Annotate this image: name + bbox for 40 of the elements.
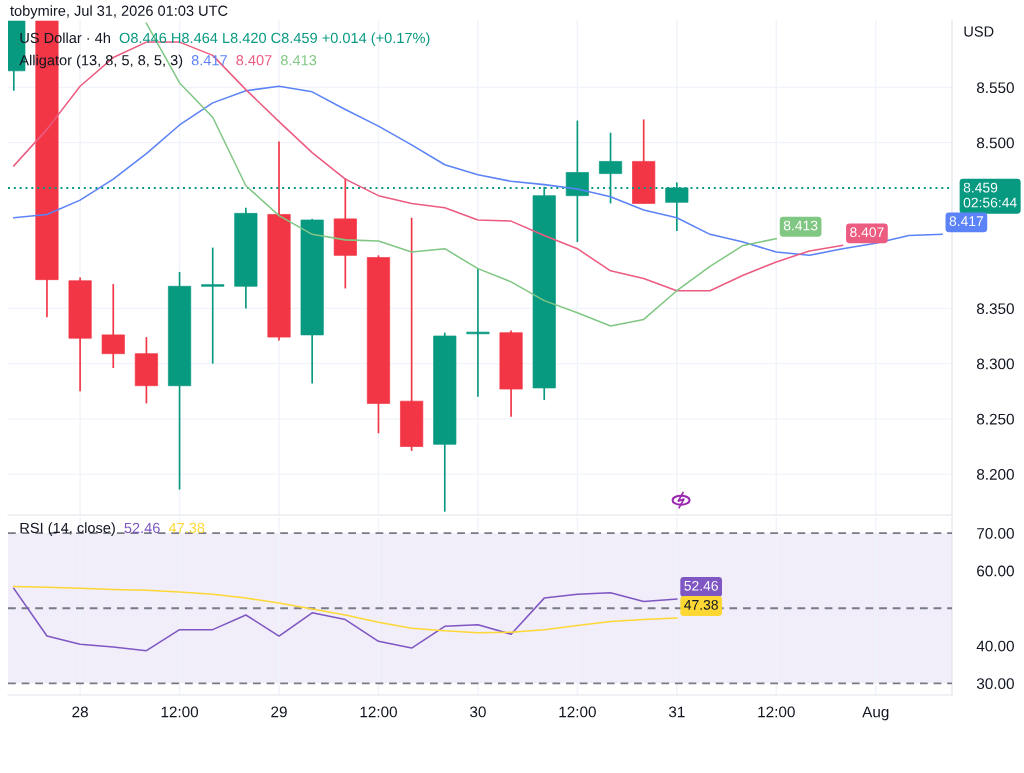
x-tick-label: 29 [271,706,287,718]
candlestick [201,246,225,365]
y-tick-label: 8.250 [976,413,1014,425]
annotation: O8.446 H8.464 L8.420 C8.459 +0.014 (+0.17%) [119,32,430,46]
y-tick-label: 8.300 [976,358,1014,370]
text: tobymire, Jul 31, 2026 01:03 UTC [10,5,228,19]
y-axis-title: USD [964,26,994,37]
chart-title: RSI (14, close) [20,522,115,536]
line-series [13,587,678,652]
data-label: 8.407 [850,227,884,238]
x-tick-label: 12:00 [559,706,596,718]
text: 47.38 [168,522,205,534]
y-tick-label: 30.00 [976,678,1014,690]
ref-line-label: 8.459 [963,182,998,193]
data-label: 52.46 [684,580,718,591]
y-tick-label: 70.00 [977,528,1014,539]
x-tick-label: 31 [668,706,685,718]
data-label: 8.413 [783,220,818,231]
x-tick-label: 30 [470,706,486,718]
y-tick-label: 40.00 [976,640,1014,652]
candlestick [466,267,490,398]
text: 8.407 [236,55,272,66]
x-tick-label: 28 [72,706,88,718]
y-tick-label: 8.350 [976,303,1014,315]
x-tick-label: 12:00 [360,706,397,718]
text: 52.46 [124,522,160,534]
x-tick-label: 12:00 [161,706,199,718]
line-series [13,85,943,257]
y-tick-label: 8.550 [976,82,1014,94]
data-label: 47.38 [684,599,718,610]
x-tick-label: 12:00 [758,706,795,718]
y-tick-label: 8.500 [976,137,1014,149]
y-tick-label: 8.200 [976,468,1014,480]
line-series [13,585,678,634]
data-label: 8.417 [949,216,984,227]
candlestick [101,283,125,369]
y-tick-label: 60.00 [977,565,1014,577]
x-tick-label: Aug [862,706,889,721]
text: 02:56:44 [963,197,1017,208]
text: 8.413 [280,55,317,66]
